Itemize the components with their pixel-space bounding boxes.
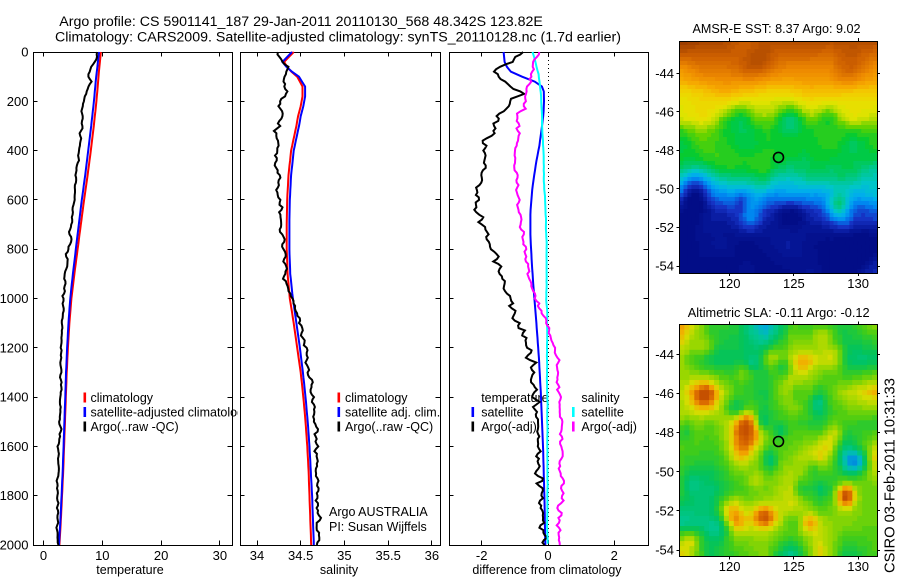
svg-text:1400: 1400 (0, 390, 29, 405)
svg-text:satellite-adjusted climatology: satellite-adjusted climatology (91, 406, 252, 420)
svg-text:-52: -52 (655, 503, 674, 518)
svg-text:satellite: satellite (581, 406, 623, 420)
svg-text:34: 34 (250, 548, 264, 563)
svg-text:difference from climatology: difference from climatology (472, 563, 622, 577)
svg-text:-46: -46 (655, 104, 674, 119)
svg-text:-2: -2 (476, 548, 488, 563)
svg-text:20: 20 (154, 548, 168, 563)
svg-text:130: 130 (847, 559, 869, 574)
svg-text:120: 120 (719, 276, 741, 291)
svg-text:1000: 1000 (0, 291, 29, 306)
svg-text:0: 0 (40, 548, 47, 563)
svg-text:satellite: satellite (481, 406, 523, 420)
svg-text:Altimetric SLA: -0.11 Argo: -0: Altimetric SLA: -0.11 Argo: -0.12 (688, 305, 870, 320)
svg-text:30: 30 (213, 548, 227, 563)
svg-text:34.5: 34.5 (288, 548, 313, 563)
svg-text:AMSR-E SST: 8.37 Argo: 9.02: AMSR-E SST: 8.37 Argo: 9.02 (693, 22, 861, 36)
svg-text:climatology: climatology (345, 391, 408, 405)
svg-text:0: 0 (21, 45, 28, 60)
svg-text:-54: -54 (655, 543, 674, 558)
svg-text:2: 2 (611, 548, 618, 563)
svg-text:0: 0 (544, 548, 551, 563)
svg-text:PI: Susan Wijffels: PI: Susan Wijffels (329, 520, 427, 534)
svg-text:-44: -44 (655, 347, 674, 362)
svg-text:Argo(..raw -QC): Argo(..raw -QC) (345, 420, 433, 434)
svg-text:1200: 1200 (0, 340, 29, 355)
svg-text:climatology: climatology (91, 391, 154, 405)
svg-text:600: 600 (7, 192, 29, 207)
svg-text:2000: 2000 (0, 538, 29, 553)
svg-text:10: 10 (95, 548, 109, 563)
svg-text:Argo profile: CS 5901141_187 2: Argo profile: CS 5901141_187 29-Jan-2011… (59, 14, 543, 30)
svg-text:-44: -44 (655, 66, 674, 81)
svg-text:120: 120 (719, 559, 741, 574)
svg-text:35.5: 35.5 (376, 548, 401, 563)
svg-text:35: 35 (337, 548, 351, 563)
svg-text:-48: -48 (655, 425, 674, 440)
svg-text:CSIRO 03-Feb-2011 10:31:33: CSIRO 03-Feb-2011 10:31:33 (882, 378, 898, 573)
svg-text:temperature: temperature (96, 563, 163, 577)
svg-text:satellite adj. clim.: satellite adj. clim. (345, 406, 440, 420)
svg-text:800: 800 (7, 242, 29, 257)
svg-text:36: 36 (425, 548, 439, 563)
svg-text:125: 125 (783, 559, 805, 574)
svg-text:salinity: salinity (581, 391, 620, 405)
svg-text:-46: -46 (655, 386, 674, 401)
svg-text:-54: -54 (655, 259, 674, 274)
svg-text:temperature: temperature (481, 391, 548, 405)
svg-text:Argo AUSTRALIA: Argo AUSTRALIA (329, 505, 428, 519)
svg-text:130: 130 (847, 276, 869, 291)
svg-text:salinity: salinity (320, 563, 359, 577)
svg-text:125: 125 (783, 276, 805, 291)
svg-text:Argo(..raw -QC): Argo(..raw -QC) (91, 420, 179, 434)
svg-text:1800: 1800 (0, 488, 29, 503)
svg-text:-50: -50 (655, 464, 674, 479)
svg-text:Argo(-adj): Argo(-adj) (581, 420, 637, 434)
svg-text:Argo(-adj): Argo(-adj) (481, 420, 537, 434)
svg-text:-52: -52 (655, 220, 674, 235)
svg-text:-48: -48 (655, 143, 674, 158)
svg-text:Climatology: CARS2009. Satelli: Climatology: CARS2009. Satellite-adjuste… (55, 30, 621, 46)
svg-text:400: 400 (7, 143, 29, 158)
svg-text:1600: 1600 (0, 439, 29, 454)
svg-text:-50: -50 (655, 181, 674, 196)
svg-text:200: 200 (7, 94, 29, 109)
